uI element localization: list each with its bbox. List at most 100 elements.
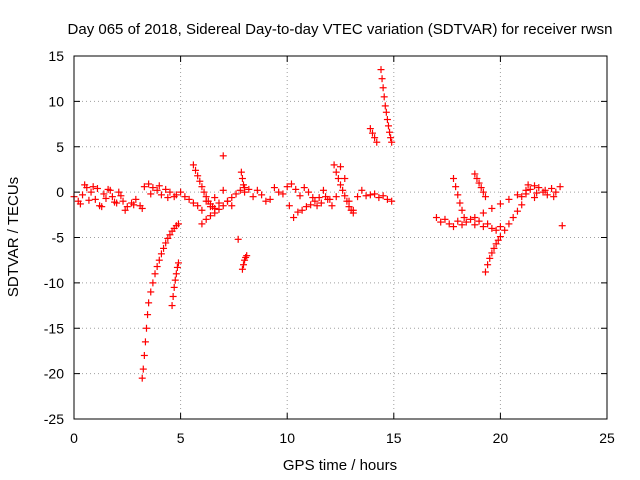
data-point-main-band-5 [328,202,336,210]
axis-ticks [73,55,608,420]
data-point-main-band-4 [270,184,278,192]
data-point-main-band-2 [140,183,148,191]
data-point-arc-19-22 [496,200,504,208]
data-point-spikes-7-8 [238,265,246,273]
data-point-main-band-7 [531,194,539,202]
data-point-main-band-4 [287,180,295,188]
data-point-arc-6-8 [206,212,214,220]
data-point-arc-19-22 [471,214,479,222]
data-point-arc-6-8 [236,186,244,194]
data-point-deep-arc-1 [142,324,150,332]
data-point-arc-6-8 [211,209,219,217]
data-point-arcs-18-19 [458,206,466,214]
data-point-main-band-1 [111,198,119,206]
data-point-main-band-5 [354,193,362,201]
data-point-deep-arc-1 [145,299,153,307]
data-point-deep-arc-2 [171,276,179,284]
data-point-deep-arc-1 [151,270,159,278]
data-point-main-band-5 [285,202,293,210]
data-point-main-band-3 [228,202,236,210]
y-tick-label: -10 [44,275,64,291]
data-point-main-band-6 [492,226,500,234]
data-point-arc-19-21 [501,226,509,234]
data-point-main-band-1 [89,183,97,191]
data-point-arc-19-21 [505,220,513,228]
data-point-main-band-4 [253,186,261,194]
data-point-deep-arc-1 [141,338,149,346]
data-point-arc-5-7 [196,177,204,185]
data-point-main-band-4 [309,194,317,202]
data-point-arc-12-13 [334,175,342,183]
data-point-deep-arc-1 [153,263,161,271]
data-point-main-band-5 [311,197,319,205]
data-point-deep-arc-2 [172,270,180,278]
data-point-arc-19-21 [492,240,500,248]
data-point-main-band-3 [211,194,219,202]
data-point-arc-6-8 [232,190,240,198]
data-point-arc-6-8 [219,202,227,210]
data-point-spike-14 [371,134,379,142]
tick-labels: 0 5 10 15 20 25 15 10 5 0 -5 -10 -15 -20 -25 [44,48,615,446]
data-point-arcs-18-19 [481,193,489,201]
x-tick-label: 25 [599,430,615,446]
data-point-main-band-5 [366,191,374,199]
data-point-arcs-18-19 [454,191,462,199]
data-point-main-band-5 [383,195,391,203]
data-point-main-band-4 [275,188,283,196]
data-point-arc-12-13 [332,168,340,176]
data-point-main-band-6 [445,220,453,228]
data-point-spikes-7-8 [234,235,242,243]
data-point-arc-19-22 [531,182,539,190]
data-point-arc-6-8 [215,205,223,213]
data-point-main-band-2 [121,206,129,214]
data-point-arcs-18-19 [471,170,479,178]
data-point-arcs-18-19 [456,199,464,207]
data-point-spikes-7-8 [219,152,227,160]
data-point-arc-19-22 [513,191,521,199]
data-point-spike-14 [377,66,385,74]
data-point-main-band-7 [533,189,541,197]
data-point-main-band-5 [358,186,366,194]
data-point-main-band-5 [307,201,315,209]
data-point-main-band-3 [172,191,180,199]
data-point-main-band-3 [189,199,197,207]
data-point-arc-19-22 [505,195,513,203]
data-point-arc-19-22 [479,209,487,217]
data-point-main-band-7 [548,184,556,192]
data-point-arc-6-8 [224,197,232,205]
data-point-main-band-4 [296,192,304,200]
x-tick-label: 20 [493,430,509,446]
data-point-deep-arc-2 [174,259,182,267]
data-point-main-band-7 [522,190,530,198]
data-point-main-band-5 [337,163,344,171]
data-point-main-band-2 [155,182,163,190]
data-point-arc-5-7 [194,172,202,180]
data-point-main-band-7 [556,183,564,191]
data-point-main-band-6 [441,215,449,223]
data-point-deep-arc-1 [144,311,152,319]
data-point-arc-19-21 [494,236,502,244]
data-point-arc-19-21 [490,244,498,252]
data-point-main-band-4 [266,195,274,203]
data-point-main-band-6 [467,215,475,223]
data-point-main-band-1 [91,195,99,203]
data-point-deep-arc-2 [173,263,181,271]
data-point-arc-19-21 [488,249,496,257]
x-tick-label: 15 [386,430,402,446]
data-point-main-band-1 [93,184,101,192]
y-tick-label: 0 [56,184,64,200]
data-point-main-band-2 [132,195,140,203]
y-tick-label: -15 [44,320,64,336]
data-point-main-band-7 [524,181,532,189]
data-point-arcs-18-19 [477,184,485,192]
data-point-arc-5-7 [202,193,210,201]
data-point-arc-19-22 [488,204,496,212]
y-tick-label: 10 [48,93,64,109]
plot-frame [73,55,608,420]
data-point-main-band-2 [149,184,157,192]
data-point-main-band-5 [375,194,383,202]
data-point-main-band-6 [449,223,457,231]
data-point-arcs-18-19 [460,214,468,222]
data-point-main-band-2 [130,201,138,209]
data-point-main-band-7 [552,188,560,196]
